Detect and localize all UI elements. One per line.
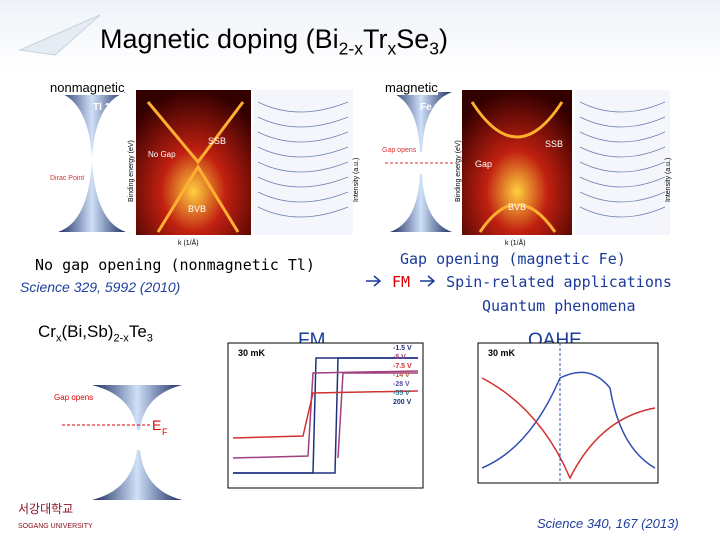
- figure-label: Gap opens: [54, 393, 93, 402]
- compound-text: Te: [128, 322, 147, 341]
- caption: No gap opening (nonmagnetic Tl): [35, 256, 315, 274]
- figure-label: Gap: [475, 159, 492, 169]
- legend-entry: -5 V: [393, 354, 406, 361]
- axis-label: Binding energy (eV): [455, 140, 462, 202]
- compound: Crx(Bi,Sb)2-xTe3: [38, 322, 153, 344]
- fm-line: FM Spin-related applications: [365, 273, 672, 291]
- axis-label: k (1/Å): [178, 238, 199, 247]
- qahe-plot: 30 mK: [477, 342, 659, 484]
- figure-label: BVB: [188, 204, 206, 214]
- title-sub: x: [387, 38, 397, 59]
- compound-sub: 2-x: [113, 332, 129, 345]
- arpes-figure: Fe 12% Gap opens Gap SSB BVB k (1/Å) Bin…: [382, 90, 672, 247]
- ef-label: E: [152, 417, 161, 433]
- tag: nonmagnetic: [50, 80, 125, 95]
- figure-label: No Gap: [148, 150, 176, 159]
- compound-text: (Bi,Sb): [61, 322, 114, 341]
- compound-sub: 3: [146, 332, 153, 345]
- axis-label: Intensity (a.u.): [665, 158, 672, 202]
- compound-sub: x: [55, 332, 62, 345]
- title-text: Se: [396, 24, 430, 54]
- arrow-icon: [366, 275, 382, 287]
- axis-label: k (1/Å): [505, 238, 526, 247]
- title-text: Tr: [363, 24, 388, 54]
- figure-label: Dirac Point: [50, 175, 84, 182]
- logo: 서강대학교 SOGANG UNIVERSITY: [18, 500, 93, 531]
- plot-label: 30 mK: [488, 348, 516, 358]
- title-text: ): [439, 24, 449, 54]
- phenomena-text: Quantum phenomena: [482, 297, 636, 315]
- legend-entry: 200 V: [393, 399, 412, 406]
- figure-label: SSB: [545, 139, 563, 149]
- title-sub: 2-x: [338, 38, 363, 59]
- axis-label: Binding energy (eV): [128, 140, 135, 202]
- figure-label: Fe 12%: [420, 102, 455, 113]
- legend-entry: -1.5 V: [393, 345, 412, 352]
- hysteresis-plot: 30 mK -1.5 V -5 V -7.5 V -14 V -28 V -55 V 200…: [227, 342, 424, 489]
- title-sub: 3: [429, 38, 440, 59]
- legend-entry: -7.5 V: [393, 363, 412, 370]
- axis-label: Intensity (a.u.): [353, 158, 360, 202]
- applications-text: Spin-related applications: [446, 273, 672, 291]
- tag: magnetic: [385, 80, 438, 95]
- reference: Science 329, 5992 (2010): [20, 279, 181, 295]
- caption: Gap opening (magnetic Fe): [400, 250, 626, 268]
- plot-label: 30 mK: [238, 348, 266, 358]
- figure-label: Tl 10%: [93, 102, 125, 113]
- arpes-figure: Tl 10% No Gap Dirac Point SSB BVB k (1/Å…: [50, 90, 360, 247]
- legend-entry: -28 V: [393, 381, 410, 388]
- legend-entry: -14 V: [393, 372, 410, 379]
- legend-entry: -55 V: [393, 390, 410, 397]
- logo-text: 서강대학교: [18, 502, 74, 516]
- logo-text: SOGANG UNIVERSITY: [18, 523, 93, 530]
- ef-label: F: [162, 427, 168, 437]
- compound-text: Cr: [38, 322, 56, 341]
- decoration: [18, 14, 101, 56]
- fm-text: FM: [392, 273, 411, 291]
- figure-label: Gap opens: [382, 147, 417, 154]
- reference: Science 340, 167 (2013): [537, 516, 679, 531]
- title: Magnetic doping (Bi2-xTrxSe3): [100, 24, 448, 59]
- figure-label: SSB: [208, 136, 226, 146]
- figure-label: BVB: [508, 202, 526, 212]
- arrow-icon: [420, 275, 436, 287]
- title-text: Magnetic doping (Bi: [100, 24, 339, 54]
